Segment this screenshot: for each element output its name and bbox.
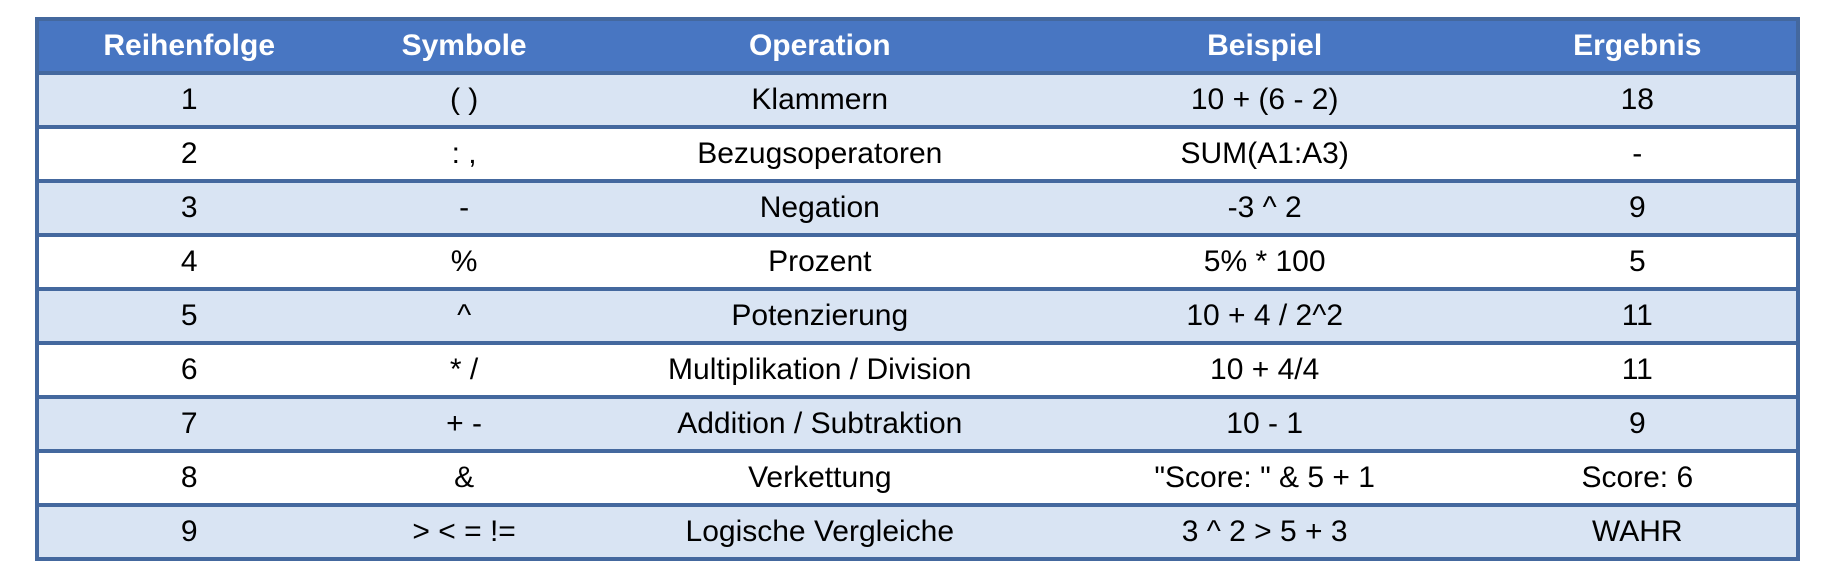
table-cell: 11 — [1621, 299, 1653, 332]
table-cell: ^ — [457, 299, 472, 332]
operator-precedence-table: Reihenfolge Symbole Operation Beispiel Ergeb… — [35, 17, 1800, 561]
column-header: Operation — [748, 29, 891, 62]
table-cell: : , — [451, 137, 477, 170]
table-row: 4% Prozent 5% * 100 5 — [37, 235, 1798, 289]
operator-precedence-table-wrap: Reihenfolge Symbole Operation Beispiel Ergeb… — [35, 17, 1800, 561]
table-cell: Potenzierung — [731, 299, 909, 332]
table-cell: & — [454, 461, 475, 494]
table-cell: 7 — [180, 407, 198, 440]
table-cell: 10 + 4/4 — [1210, 353, 1320, 386]
column-header: Symbole — [401, 29, 527, 62]
table-cell: 3 ^ 2 > 5 + 3 — [1181, 515, 1348, 548]
column-header: Reihenfolge — [103, 29, 276, 62]
table-cell: 11 — [1621, 353, 1653, 386]
table-cell: % — [450, 245, 478, 278]
table-cell: * / — [449, 353, 479, 386]
table-row: 7 + - Addition / Subtraktion 10 - 1 9 — [37, 397, 1798, 451]
table-cell: Multiplikation / Division — [668, 353, 972, 386]
table-cell: 3 — [180, 191, 198, 224]
table-cell: -3 ^ 2 — [1227, 191, 1302, 224]
table-cell: 5 — [180, 299, 198, 332]
table-cell: - — [1632, 137, 1643, 170]
table-cell: 6 — [180, 353, 198, 386]
table-cell: Verkettung — [748, 461, 892, 494]
table-cell: Bezugsoperatoren — [697, 137, 943, 170]
table-cell: 4 — [180, 245, 198, 278]
table-cell: 2 — [180, 137, 198, 170]
table-row: 5 ^ Potenzierung 10 + 4 / 2^2 11 — [37, 289, 1798, 343]
table-cell: ( ) — [449, 83, 479, 116]
table-cell: + - — [446, 407, 483, 440]
column-header: Ergebnis — [1573, 29, 1702, 62]
table-cell: 5% * 100 — [1203, 245, 1326, 278]
table-cell: - — [459, 191, 470, 224]
table-cell: "Score: " & 5 + 1 — [1154, 461, 1375, 494]
table-cell: 9 — [180, 515, 198, 548]
table-cell: Klammern — [751, 83, 889, 116]
table-cell: 1 — [180, 83, 198, 116]
table-cell: 10 + 4 / 2^2 — [1186, 299, 1344, 332]
table-cell: SUM(A1:A3) — [1180, 137, 1349, 170]
table-cell: Addition / Subtraktion — [677, 407, 963, 440]
table-row: 2 : , Bezugsoperatoren SUM(A1:A3) - — [37, 127, 1798, 181]
table-cell: 18 — [1620, 83, 1654, 116]
table-cell: Prozent — [768, 245, 872, 278]
header-row: Reihenfolge Symbole Operation Beispiel Ergeb… — [37, 19, 1798, 73]
table-header: Reihenfolge Symbole Operation Beispiel Ergeb… — [37, 19, 1798, 73]
table-cell: 8 — [180, 461, 198, 494]
table-cell: 10 - 1 — [1226, 407, 1304, 440]
table-row: 8 & Verkettung "Score: " & 5 + 1 Score: 6 — [37, 451, 1798, 505]
table-cell: Score: 6 — [1581, 461, 1694, 494]
table-row: 1 ( ) Klammern 10 + (6 - 2) 18 — [37, 73, 1798, 127]
column-header: Beispiel — [1207, 29, 1323, 62]
table-cell: 9 — [1628, 407, 1646, 440]
table-cell: 10 + (6 - 2) — [1190, 83, 1339, 116]
table-cell: > < = != — [412, 515, 516, 548]
table-cell: Logische Vergleiche — [685, 515, 955, 548]
table-cell: 9 — [1628, 191, 1646, 224]
table-row: 9 > < = != Logische Vergleiche 3 ^ 2 > 5 + … — [37, 505, 1798, 559]
table-body: 1 ( ) Klammern 10 + (6 - 2) 18 2 : , Bezugsoper… — [37, 73, 1798, 559]
table-row: 6 * / Multiplikation / Division 10 + 4/4 11 — [37, 343, 1798, 397]
table-cell: Negation — [759, 191, 880, 224]
table-cell: WAHR — [1592, 515, 1683, 548]
table-cell: 5 — [1628, 245, 1646, 278]
table-row: 3 - Negation -3 ^ 2 9 — [37, 181, 1798, 235]
